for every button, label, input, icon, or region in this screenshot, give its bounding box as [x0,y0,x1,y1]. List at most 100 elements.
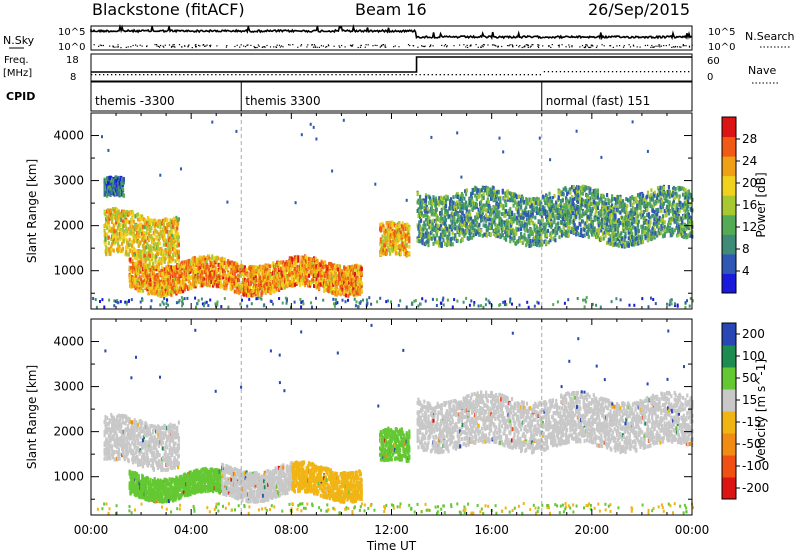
range-gate-cell [141,224,145,229]
range-gate-cell [143,225,146,230]
range-gate-cell [161,286,164,291]
nsearch-dot [688,46,691,48]
nsearch-dot [423,46,425,48]
range-gate-cell [504,199,507,204]
range-gate-cell [167,261,170,266]
range-gate-cell [190,285,193,290]
range-gate-cell [214,265,217,270]
range-gate-cell [466,215,469,220]
range-gate-cell [187,262,190,267]
range-gate-cell [446,209,449,214]
range-gate-cell [450,219,453,224]
range-gate-cell [389,226,392,231]
range-gate-cell [451,225,454,230]
nave-dot [155,74,157,76]
range-gate-cell [384,236,387,241]
range-gate-cell [308,261,312,265]
range-gate-cell [505,222,508,227]
range-gate-cell [486,217,489,222]
range-gate-cell [138,224,141,229]
range-gate-cell [210,280,213,284]
range-gate-cell [163,236,166,241]
range-gate-cell [537,232,540,236]
range-gate-cell [517,213,520,218]
range-gate-cell [469,235,472,240]
range-gate-cell [332,282,335,287]
range-gate-cell [152,242,155,247]
range-gate-cell [535,225,539,230]
range-gate-cell [232,268,236,273]
range-gate-cell [208,278,211,283]
range-gate-cell [106,225,109,230]
range-gate-cell [343,271,346,276]
range-gate-cell [450,215,453,220]
range-gate-cell [136,249,139,254]
range-gate-cell [422,224,425,229]
range-gate-cell [303,256,306,261]
range-gate-cell [492,228,495,233]
range-gate-cell [124,222,127,227]
range-gate-cell [322,265,325,269]
range-gate-cell [391,221,394,225]
range-gate-cell [352,271,355,276]
range-gate-cell [419,218,423,223]
range-gate-cell [424,195,428,200]
nsearch-dot [247,44,249,46]
range-gate-cell [264,263,267,268]
range-gate-cell [152,246,155,251]
range-gate-cell [188,280,191,285]
nsearch-dot [171,45,173,47]
range-gate-cell [152,254,155,259]
range-gate-cell [106,176,109,181]
nave-dot [307,74,309,76]
nsearch-dot [127,46,129,48]
range-gate-cell [399,246,402,251]
range-gate-cell [467,236,470,241]
range-gate-cell [148,273,151,278]
nsearch-dot [663,45,665,47]
range-gate-cell [537,219,540,224]
range-gate-cell [286,262,289,267]
range-gate-cell [540,222,543,227]
range-gate-cell [527,211,530,216]
nave-dot [183,74,185,76]
range-gate-cell [111,178,114,183]
nsearch-dot [482,46,484,48]
range-gate-cell [432,195,435,200]
range-gate-cell [162,256,165,261]
nsearch-dot [592,45,594,47]
range-gate-cell [177,264,180,268]
range-gate-cell [444,201,448,206]
range-gate-cell [391,248,394,253]
range-gate-cell [519,238,522,243]
range-gate-cell [191,262,194,267]
range-gate-cell [429,219,432,224]
range-gate-cell [331,267,334,272]
nsearch-dot [467,46,469,49]
nave-dot [527,74,529,76]
range-gate-cell [157,259,160,264]
range-gate-cell [158,236,161,240]
range-gate-cell [139,234,142,239]
range-gate-cell [311,262,314,266]
nave-dot [263,74,265,76]
nave-dot [367,74,369,76]
range-gate-cell [121,246,125,251]
nsearch-dot [98,45,100,47]
range-gate-cell [528,244,531,248]
range-gate-cell [229,283,232,287]
range-gate-cell [357,272,360,277]
range-gate-cell [243,277,246,282]
range-gate-cell [486,203,489,208]
range-gate-cell [245,267,248,272]
range-gate-cell [419,194,422,199]
range-gate-cell [222,275,225,280]
nsearch-dot [372,45,374,47]
nsearch-dot [571,45,573,47]
nave-dot [303,74,305,76]
range-gate-cell [196,261,199,266]
nsearch-dot [246,44,248,46]
range-gate-cell [212,263,216,268]
range-gate-cell [444,232,447,237]
range-gate-cell [172,216,175,221]
